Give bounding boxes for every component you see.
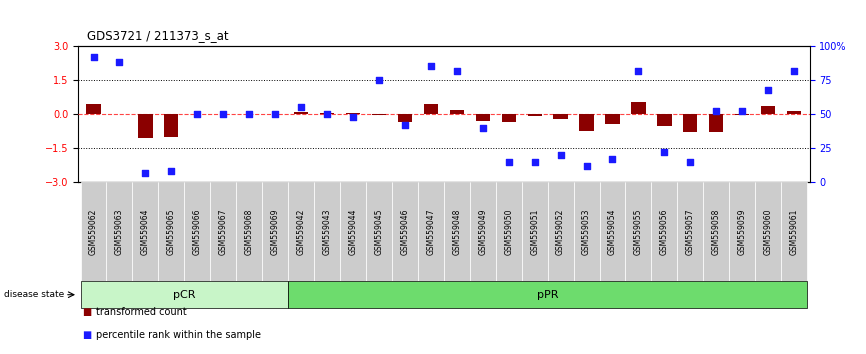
Text: pPR: pPR — [537, 290, 559, 300]
Point — [424, 64, 438, 69]
Point — [398, 122, 412, 128]
Text: pCR: pCR — [173, 290, 196, 300]
Text: GSM559043: GSM559043 — [322, 209, 332, 255]
Point — [113, 59, 126, 65]
Text: GSM559066: GSM559066 — [193, 209, 202, 255]
Point — [787, 68, 801, 73]
Point — [346, 114, 360, 120]
Text: ■: ■ — [82, 307, 92, 316]
Point — [527, 159, 541, 165]
Text: GSM559068: GSM559068 — [245, 209, 254, 255]
Point — [813, 70, 827, 76]
Point — [294, 104, 308, 110]
Point — [242, 111, 256, 117]
Text: GSM559047: GSM559047 — [426, 209, 436, 255]
Point — [372, 77, 386, 83]
Bar — [320, 113, 334, 114]
Text: GSM559051: GSM559051 — [530, 209, 540, 255]
Point — [320, 111, 334, 117]
Text: transformed count: transformed count — [96, 307, 187, 316]
Bar — [579, 114, 594, 131]
Bar — [527, 114, 542, 116]
Point — [87, 54, 100, 60]
Bar — [346, 113, 360, 114]
Text: GSM559044: GSM559044 — [348, 209, 358, 255]
Text: GSM559045: GSM559045 — [374, 209, 384, 255]
Bar — [87, 104, 100, 114]
Bar — [423, 104, 438, 114]
Point — [605, 156, 619, 162]
Text: GDS3721 / 211373_s_at: GDS3721 / 211373_s_at — [87, 29, 229, 42]
Bar — [683, 114, 697, 132]
Text: GSM559067: GSM559067 — [219, 209, 228, 255]
Bar — [501, 114, 516, 122]
Point — [657, 149, 671, 155]
Bar — [372, 114, 386, 115]
Bar — [294, 112, 308, 114]
Point — [501, 159, 515, 165]
Text: GSM559060: GSM559060 — [764, 209, 772, 255]
Point — [449, 68, 463, 73]
Point — [268, 111, 282, 117]
Bar — [605, 114, 620, 124]
Text: GSM559065: GSM559065 — [167, 209, 176, 255]
Text: disease state: disease state — [4, 290, 65, 299]
Bar — [657, 114, 671, 126]
Bar — [787, 111, 801, 114]
Text: GSM559042: GSM559042 — [296, 209, 306, 255]
Point — [191, 111, 204, 117]
Bar — [761, 106, 775, 114]
Point — [139, 170, 152, 176]
Text: GSM559056: GSM559056 — [660, 209, 669, 255]
Bar — [735, 114, 749, 115]
Point — [761, 87, 775, 92]
Point — [709, 109, 723, 114]
Text: GSM559048: GSM559048 — [452, 209, 462, 255]
Point — [475, 125, 489, 131]
Bar — [397, 114, 412, 122]
Text: GSM559058: GSM559058 — [712, 209, 721, 255]
Text: GSM559046: GSM559046 — [400, 209, 410, 255]
Text: GSM559057: GSM559057 — [686, 209, 695, 255]
Text: GSM559061: GSM559061 — [790, 209, 798, 255]
Text: GSM559063: GSM559063 — [115, 209, 124, 255]
Point — [683, 159, 697, 165]
Text: GSM559059: GSM559059 — [738, 209, 746, 255]
Point — [216, 111, 230, 117]
Text: GSM559054: GSM559054 — [608, 209, 617, 255]
Text: GSM559050: GSM559050 — [504, 209, 514, 255]
Point — [165, 169, 178, 174]
Bar — [631, 102, 645, 114]
Bar — [139, 114, 152, 138]
Bar — [709, 114, 723, 132]
Point — [735, 109, 749, 114]
Text: GSM559064: GSM559064 — [141, 209, 150, 255]
Text: GSM559049: GSM559049 — [478, 209, 488, 255]
Text: GSM559052: GSM559052 — [556, 209, 565, 255]
Bar — [553, 114, 568, 119]
Bar — [449, 110, 464, 114]
Point — [553, 152, 567, 158]
Text: GSM559069: GSM559069 — [271, 209, 280, 255]
Text: GSM559062: GSM559062 — [89, 209, 98, 255]
Text: GSM559055: GSM559055 — [634, 209, 643, 255]
Bar — [165, 114, 178, 137]
Text: GSM559053: GSM559053 — [582, 209, 591, 255]
Point — [579, 163, 593, 169]
Bar — [475, 114, 490, 121]
Text: ■: ■ — [82, 330, 92, 339]
Text: percentile rank within the sample: percentile rank within the sample — [96, 330, 262, 339]
Point — [631, 68, 645, 73]
